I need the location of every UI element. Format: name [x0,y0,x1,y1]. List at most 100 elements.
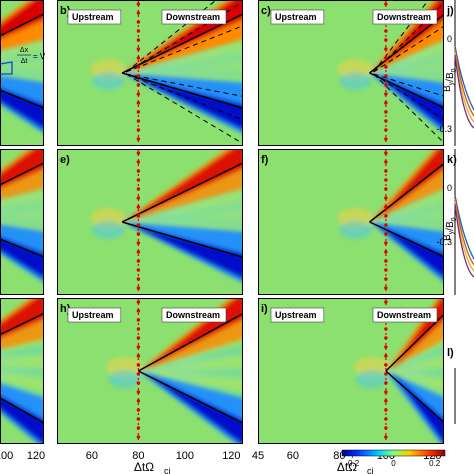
time-marker-dot [136,232,141,236]
x-tick-label: 60 [287,450,299,462]
time-marker-dot [384,372,388,376]
x-tick-label: 80 [132,450,144,462]
time-marker-dot [384,151,388,155]
time-marker-dot [384,110,388,114]
panel-b: b) Upstream Downstream [57,0,243,146]
time-marker-dot [384,327,388,331]
downstream-label: Downstream [372,307,438,323]
time-marker-dot [384,83,388,87]
panel-frame [0,149,44,295]
upstream-lobe-negative [92,72,125,90]
panel-g: 100 120 [0,298,45,462]
time-marker-dot [136,74,141,78]
side-panel-label: k) [447,154,457,166]
time-marker-dot [136,223,141,227]
time-marker-dot [384,268,388,272]
time-marker-dot [384,277,388,281]
time-marker-dot [384,38,388,42]
positive-core [128,149,243,220]
negative-core [375,224,444,279]
dashed-line [125,25,243,73]
time-marker-dot [136,196,141,200]
time-marker-dot [384,74,388,78]
negative-core [144,373,243,444]
negative-wedge [385,371,444,444]
time-marker-dot [384,363,388,367]
panel-label-f: f) [261,154,269,166]
time-marker-dot [384,345,388,349]
time-marker-dot [384,65,388,69]
time-marker-dot [136,354,141,358]
negative-core [128,224,243,279]
side-panel-label: j) [446,5,454,17]
side-tick-label: 0 [447,183,452,193]
time-marker-dot [136,435,141,439]
time-marker-dot [384,205,388,209]
upstream-lobe-negative [108,370,141,388]
right-column-plots: j)0-0.3By/B0k)0-0.3By/B0l) [436,0,474,424]
negative-core [0,395,44,444]
time-marker-dot [384,250,388,254]
time-marker-dot [384,137,388,141]
downstream-label: Downstream [372,9,438,25]
field-wedges [337,149,444,283]
panel-label-b: b) [60,5,71,17]
equation-denominator: Δt [21,58,28,65]
downstream-label: Downstream [161,9,227,25]
time-marker-dot [384,119,388,123]
wedge-boundary-upper [0,162,44,186]
time-marker-dot [136,110,141,114]
panel-d [0,149,44,295]
time-marker-dot [384,187,388,191]
time-marker-dot [384,169,388,173]
heatmap-panels: b) Upstream Downstream c) Upstream Downstream… [0,0,444,462]
x-tick-label: 100 [0,450,13,462]
time-marker-dot [136,363,141,367]
colorbar: -0.2 0 0.2 [341,449,446,468]
time-marker-dot [136,178,141,182]
wedge-boundary-lower [138,370,243,425]
wedge-boundary-lower [369,221,444,258]
time-marker-dot [136,47,141,51]
time-marker-dot [136,128,141,132]
panel-h: h) Upstream Downstream 60 80 100 120 [57,298,243,462]
downstream-label-text: Downstream [377,310,431,320]
time-marker-dot [136,426,141,430]
equation-numerator: Δx [20,47,29,54]
upstream-label: Upstream [67,307,122,323]
field-wedges [90,149,243,283]
time-marker-dot [384,241,388,245]
time-marker-dot [384,300,388,304]
negative-wedge [122,73,243,134]
time-marker-dot [136,65,141,69]
time-marker-dot [384,336,388,340]
wedge-boundary-lower [0,89,44,109]
upstream-lobe-negative [339,72,372,90]
negative-core [0,87,44,130]
time-marker-dot [136,250,141,254]
time-marker-dot [384,259,388,263]
downstream-label-text: Downstream [166,12,220,22]
upstream-lobe-negative [355,370,388,388]
time-marker-dot [384,417,388,421]
dashed-line [126,73,243,97]
panel-frame [0,298,44,444]
x-axis-title-subscript: ci [164,466,171,474]
time-marker-dot [136,38,141,42]
time-marker-dot [384,160,388,164]
time-marker-dot [384,2,388,6]
panel-label-c: c) [261,5,271,17]
time-marker-dot [384,390,388,394]
x-axis-title: ΔtΩ [337,460,357,474]
time-marker-dot [384,232,388,236]
x-tick-label: 100 [176,450,194,462]
time-marker-dot [136,345,141,349]
time-marker-dot [136,29,141,33]
time-marker-dot [136,101,141,105]
dashed-line [373,73,444,144]
wedge-boundary-lower [385,370,444,424]
wedge-boundary-upper [0,13,44,37]
wedge-boundary-lower [0,238,44,258]
panel-frame [258,0,444,146]
time-marker-dot [136,399,141,403]
